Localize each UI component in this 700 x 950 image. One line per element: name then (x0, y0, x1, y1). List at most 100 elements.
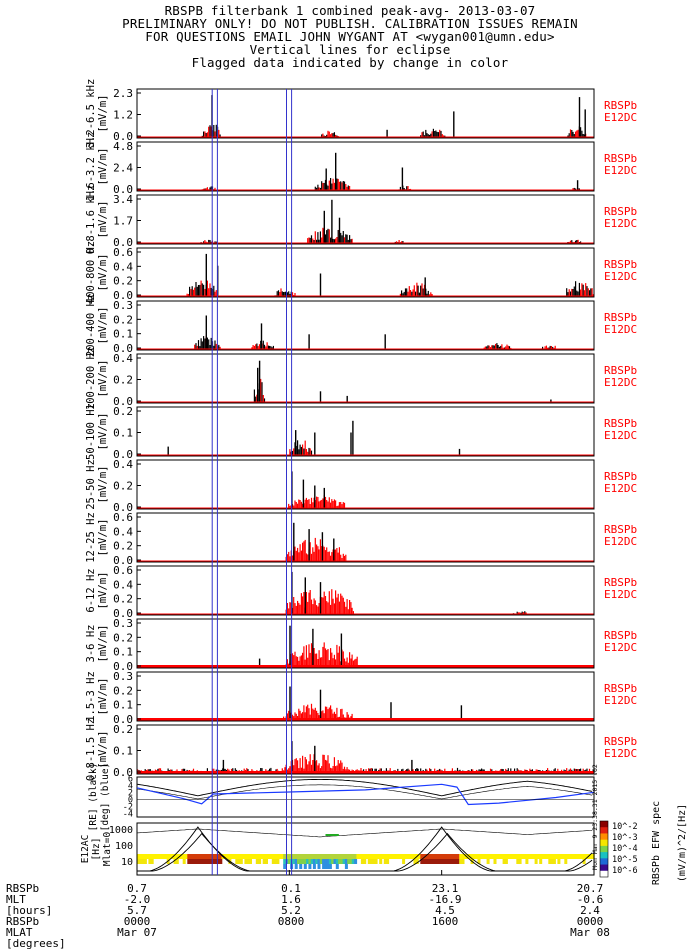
bar-4-284 (497, 345, 499, 350)
panel-tag-channel-2: E12DC (604, 217, 637, 230)
spec-cell-56 (214, 859, 218, 864)
spec-cell-222 (420, 854, 424, 859)
bar-3-212 (406, 288, 408, 297)
spec-cell-70 (235, 854, 239, 859)
spike-6-0 (295, 430, 297, 456)
flag-baseline-9 (137, 613, 594, 615)
bar-2-157 (336, 237, 338, 244)
spec-cell-130 (308, 864, 312, 869)
spec-cell-20 (166, 854, 170, 859)
ytick-8-3: 0.0 (113, 554, 133, 567)
bar-0-146 (322, 133, 324, 138)
bar-8-148 (324, 550, 327, 562)
bar-7-126 (297, 503, 299, 509)
spike-4-2 (308, 334, 310, 350)
flag-baseline-2 (137, 242, 594, 244)
bar-8-140 (314, 537, 316, 562)
bar-10-132 (304, 659, 306, 668)
colorbar-segment-0 (600, 821, 608, 828)
spec-cell-220 (418, 854, 422, 859)
bar-2-138 (312, 238, 314, 244)
bar-10-162 (342, 651, 344, 668)
bar-1-145 (321, 181, 323, 191)
bar-12-151 (328, 763, 330, 774)
panel-label-0: 3.2-6.5 kHz (85, 79, 97, 149)
bar-10-125 (295, 656, 297, 668)
orbit-ytick-1: 4 (128, 782, 133, 792)
spec-cell-189 (367, 854, 371, 859)
bar-8-158 (337, 552, 339, 562)
colorbar-tick-3: 10^-5 (612, 855, 638, 865)
bar-0-235 (435, 130, 437, 138)
panel-tag-sc-7: RBSPb (604, 470, 637, 483)
bar-3-61 (214, 291, 216, 297)
spec-cell-311 (552, 859, 556, 864)
spec-cell-242 (443, 854, 447, 859)
bar-0-347 (577, 129, 579, 138)
bar-0-151 (328, 131, 330, 138)
bar-4-282 (495, 343, 497, 350)
bar-9-156 (335, 590, 337, 615)
spec-cell-148 (324, 864, 328, 869)
panel-tag-sc-12: RBSPb (604, 735, 637, 748)
bar-9-130 (302, 596, 304, 615)
spec-cell-288 (516, 859, 520, 864)
bar-4-279 (491, 345, 493, 350)
spec-cell-152 (326, 859, 330, 864)
panel-label-5: 100-200 Hz (85, 347, 97, 410)
spec-cell-7 (143, 854, 147, 859)
spec-cell-269 (482, 854, 485, 859)
bar-6-122 (291, 450, 294, 456)
spec-cell-134 (310, 854, 314, 859)
bar-2-345 (575, 240, 577, 244)
bar-9-138 (312, 604, 314, 615)
bar-9-131 (303, 592, 305, 615)
spec-cell-318 (564, 859, 568, 864)
panel-unit-1: [mV/m] (97, 148, 109, 186)
bar-11-134 (307, 704, 309, 721)
bar-9-143 (318, 603, 320, 615)
orbit-ytick-5: -4 (123, 810, 133, 820)
bar-0-224 (421, 132, 423, 138)
bar-9-303 (521, 611, 523, 615)
bar-7-137 (310, 497, 313, 509)
spec-cell-280 (502, 859, 506, 864)
bar-3-118 (286, 292, 288, 297)
bar-3-120 (289, 293, 291, 297)
spec-cell-85 (255, 854, 259, 859)
bar-9-157 (336, 597, 338, 615)
bar-11-148 (324, 706, 327, 721)
bar-0-350 (581, 130, 583, 138)
panel-frame-7 (136, 459, 595, 510)
bar-8-143 (318, 549, 320, 562)
spec-cell-228 (427, 854, 431, 859)
bar-3-228 (426, 293, 428, 297)
bar-6-134 (307, 451, 309, 456)
spec-cell-241 (443, 859, 447, 864)
spec-label-3: Mlat=0 (102, 832, 113, 867)
plot-title: RBSPB filterbank 1 combined peak-avg- 20… (164, 3, 536, 18)
bar-1-143 (318, 187, 320, 191)
spec-cell-123 (301, 859, 305, 864)
spec-cell-31 (185, 854, 188, 859)
bar-6-126 (297, 440, 299, 456)
bar-10-122 (291, 653, 294, 668)
bar-1-144 (319, 187, 321, 191)
bar-10-135 (308, 644, 310, 668)
bar-11-139 (313, 709, 315, 721)
flag-baseline-1 (137, 189, 594, 191)
spec-cell-108 (287, 859, 291, 864)
bar-8-144 (319, 539, 321, 562)
bar-2-169 (351, 238, 353, 244)
spec-cell-124 (301, 854, 305, 859)
bar-10-164 (345, 661, 347, 668)
bar-0-53 (204, 131, 206, 138)
bar-4-49 (199, 346, 201, 350)
bar-3-45 (194, 287, 196, 297)
spec-cell-77 (244, 854, 248, 859)
footer-label-rbspb-2: RBSPb (6, 915, 40, 928)
bar-10-154 (332, 658, 334, 668)
spike-0-1 (453, 111, 455, 138)
bar-2-57 (209, 240, 211, 244)
bar-12-136 (309, 754, 311, 774)
